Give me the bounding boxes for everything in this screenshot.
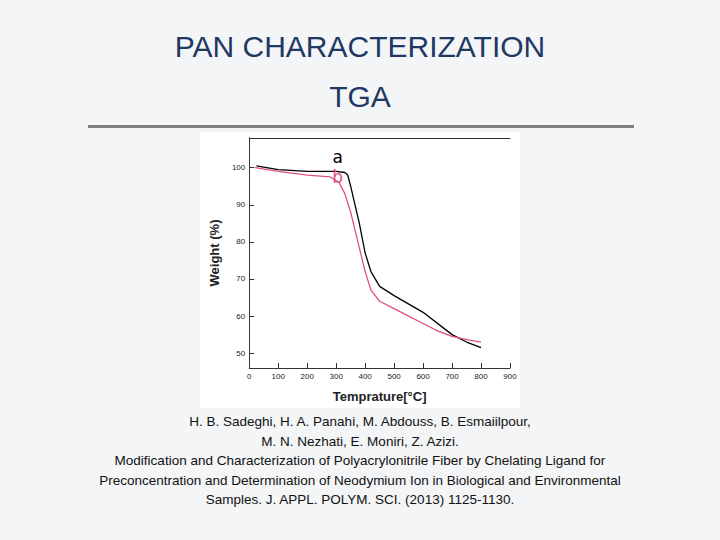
svg-text:Weight (%): Weight (%) xyxy=(207,220,222,287)
svg-text:50: 50 xyxy=(236,349,245,358)
svg-text:0: 0 xyxy=(247,372,252,381)
svg-text:Temprature[°C]: Temprature[°C] xyxy=(333,389,427,404)
html-text:TGA: TGA xyxy=(329,80,391,113)
html-text:PAN CHARACTERIZATION: PAN CHARACTERIZATION xyxy=(174,30,546,63)
html-text:H. B. Sadeghi, H. A. Panahi, M: H. B. Sadeghi, H. A. Panahi, M. Abdouss,… xyxy=(189,414,531,429)
svg-text:300: 300 xyxy=(329,372,343,381)
svg-text:400: 400 xyxy=(358,372,372,381)
svg-text:60: 60 xyxy=(236,312,245,321)
svg-text:700: 700 xyxy=(445,372,459,381)
svg-text:70: 70 xyxy=(236,274,245,283)
svg-text:b: b xyxy=(332,167,343,187)
svg-text:a: a xyxy=(332,147,342,167)
svg-text:600: 600 xyxy=(416,372,430,381)
html-text:Samples. J. APPL. POLYM. SCI.: Samples. J. APPL. POLYM. SCI. (2013) 112… xyxy=(205,492,515,507)
html-text:Preconcentration and Determina: Preconcentration and Determination of Ne… xyxy=(99,472,621,488)
svg-text:80: 80 xyxy=(236,237,245,246)
svg-text:900: 900 xyxy=(503,372,517,381)
svg-text:100: 100 xyxy=(272,372,286,381)
svg-text:200: 200 xyxy=(301,372,315,381)
html-text:M. N. Nezhati, E. Moniri, Z. A: M. N. Nezhati, E. Moniri, Z. Azizi. xyxy=(261,433,459,449)
svg-text:100: 100 xyxy=(232,163,246,172)
svg-text:500: 500 xyxy=(387,372,401,381)
svg-text:90: 90 xyxy=(236,200,245,209)
html-text:Modification and Characterizat: Modification and Characterization of Pol… xyxy=(114,453,606,468)
svg-text:800: 800 xyxy=(474,372,488,381)
